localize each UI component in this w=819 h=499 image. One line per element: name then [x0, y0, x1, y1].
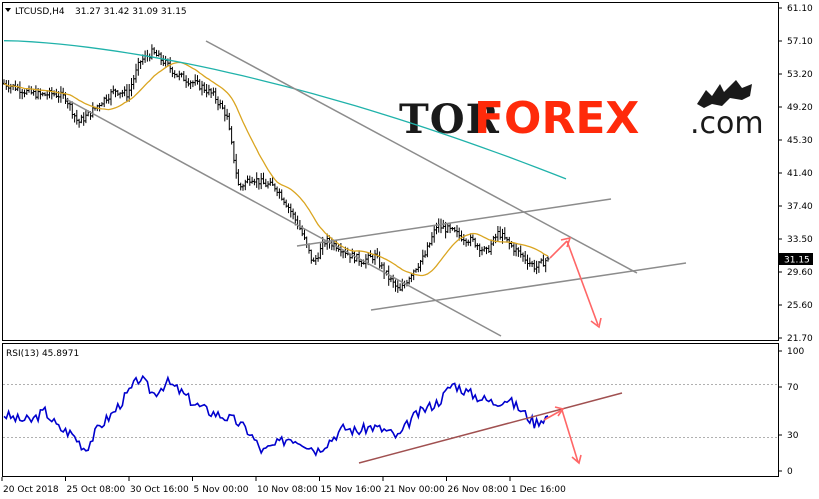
price-tick-label: 45.30 [787, 136, 813, 146]
dropdown-triangle-icon[interactable] [5, 8, 11, 12]
price-axis: 61.10 57.10 53.20 49.20 45.30 41.40 37.40 33.50… [778, 3, 813, 344]
time-axis: 20 Oct 2018 25 Oct 08:00 30 Oct 16:00 5 Nov… [1, 477, 566, 495]
time-tick-label: 30 Oct 16:00 [130, 485, 189, 495]
torforex-logo: TOR FOREX .com [399, 80, 764, 144]
price-tick-label: 61.10 [787, 4, 813, 14]
time-tick-label: 20 Oct 2018 [3, 485, 59, 495]
rsi-forecast-arrowhead-up [554, 406, 565, 417]
ohlc-values: 31.27 31.42 31.09 31.15 [75, 7, 187, 17]
descending-channel-upper-line [205, 40, 638, 274]
price-tick-label: 57.10 [787, 37, 813, 47]
current-price-box [779, 253, 813, 265]
rsi-title: RSI(13) 45.8971 [6, 349, 79, 359]
rsi-forecast-arrow-up [543, 409, 563, 421]
price-panel-frame [2, 2, 779, 341]
price-tick-label: 29.60 [787, 268, 813, 278]
price-tick-label: 49.20 [787, 103, 813, 113]
candles-group [2, 44, 550, 293]
rsi-line [3, 374, 549, 457]
price-forecast-arrows [549, 236, 602, 329]
price-tick-label: 37.40 [787, 202, 813, 212]
bull-icon [697, 80, 752, 108]
rsi-tick-label: 70 [787, 383, 799, 393]
ma-slow-line [3, 40, 567, 180]
rsi-axis: 100 70 30 0 [778, 344, 804, 477]
rsi-forecast-arrow-down [561, 409, 579, 463]
rising-channel-lower-line [370, 262, 687, 311]
rsi-tick-label: 0 [787, 467, 793, 477]
rsi-tick-label: 30 [787, 431, 799, 441]
rising-channel-upper-line [296, 198, 612, 247]
ma-fast-line [3, 61, 549, 277]
rsi-panel-frame [2, 343, 779, 477]
descending-channel-lower-line [65, 98, 502, 337]
logo-com-text: .com [690, 106, 764, 141]
rsi-forecast-arrowhead-down [571, 454, 582, 465]
rsi-annotations [358, 392, 623, 465]
time-tick-label: 10 Nov 08:00 [257, 485, 318, 495]
price-tick-label: 25.60 [787, 301, 813, 311]
forecast-arrow-up [549, 240, 568, 259]
forecast-arrow-down [566, 240, 599, 326]
time-tick-label: 5 Nov 00:00 [194, 485, 249, 495]
current-price-label: 31.15 [784, 256, 810, 266]
current-price-tag: 31.15 [779, 253, 813, 266]
moving-averages-group [3, 40, 567, 277]
forecast-arrowhead-down [590, 317, 602, 329]
rsi-tick-label: 100 [787, 347, 804, 357]
channels-group [65, 40, 687, 337]
price-tick-label: 33.50 [787, 235, 813, 245]
price-tick-label: 21.70 [787, 334, 813, 344]
header-bar: LTCUSD,H4 31.27 31.42 31.09 31.15 [5, 7, 187, 17]
time-tick-label: 25 Oct 08:00 [67, 485, 126, 495]
logo-forex-text: FOREX [474, 93, 639, 144]
rsi-trend-line [358, 392, 623, 464]
time-tick-label: 1 Dec 16:00 [511, 485, 566, 495]
time-tick-label: 21 Nov 00:00 [384, 485, 445, 495]
price-tick-label: 41.40 [787, 169, 813, 179]
price-tick-label: 53.20 [787, 70, 813, 80]
time-tick-label: 15 Nov 16:00 [321, 485, 382, 495]
time-tick-label: 26 Nov 08:00 [448, 485, 509, 495]
symbol-title: LTCUSD,H4 [15, 7, 65, 17]
